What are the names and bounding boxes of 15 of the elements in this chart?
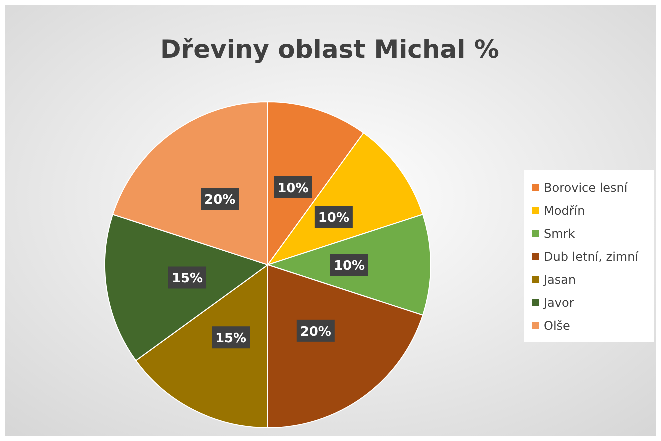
legend-label: Jasan — [543, 273, 576, 287]
legend-label: Dub letní, zimní — [544, 250, 640, 264]
legend-label: Borovice lesní — [544, 181, 628, 195]
chart-title: Dřeviny oblast Michal % — [160, 35, 500, 64]
data-label: 10% — [278, 181, 309, 196]
legend-label: Olše — [544, 319, 570, 333]
data-label: 20% — [204, 193, 236, 208]
data-label: 15% — [172, 272, 204, 287]
data-label: 15% — [215, 332, 247, 347]
legend-label: Smrk — [544, 227, 576, 241]
data-label: 20% — [300, 324, 332, 340]
data-label: 10% — [318, 211, 350, 226]
legend-label: Javor — [543, 296, 574, 310]
data-label: 10% — [334, 259, 366, 274]
legend-label: Modřín — [544, 204, 586, 218]
